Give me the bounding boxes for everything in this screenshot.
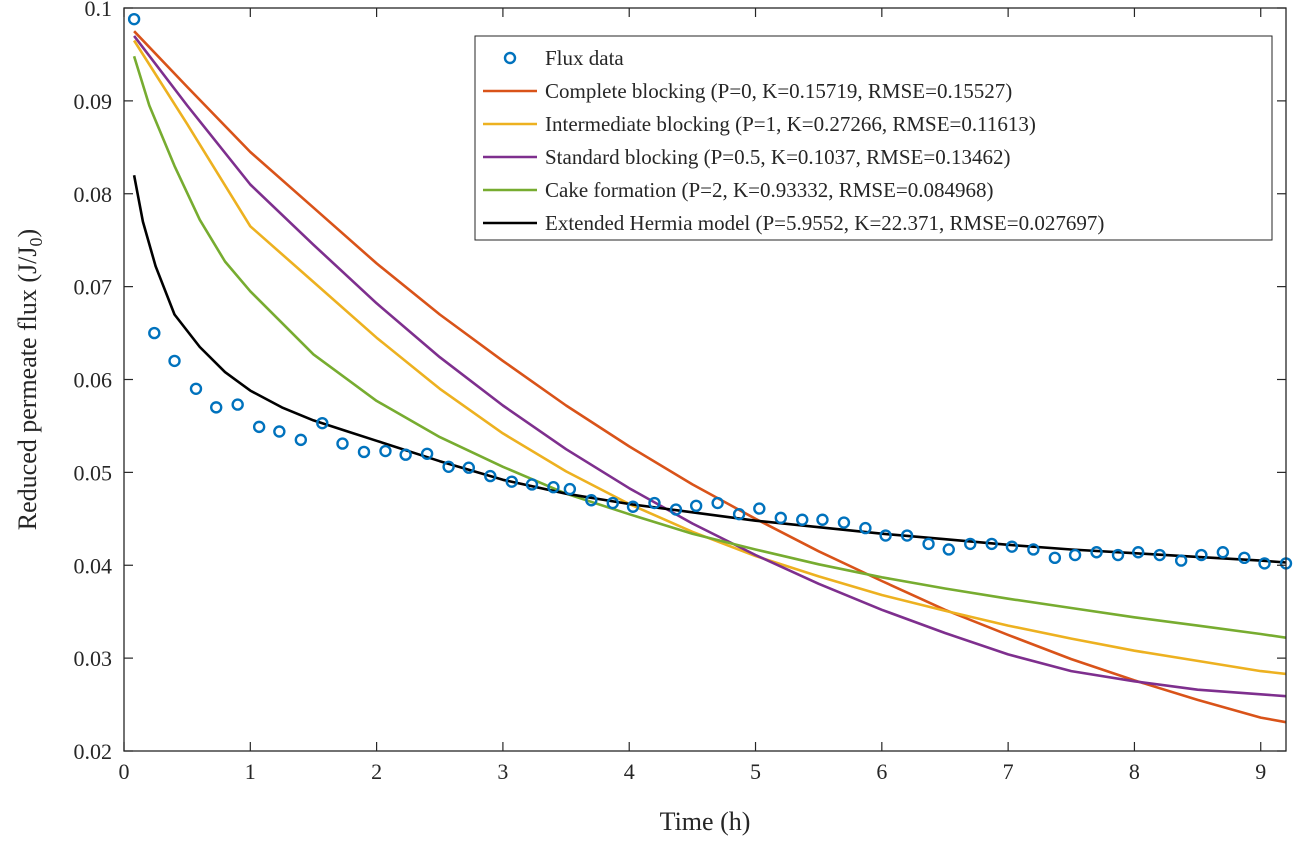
flux-data-point: [879, 529, 892, 542]
flux-data-point: [189, 382, 203, 395]
flux-data-point: [252, 420, 266, 434]
flux-data-point: [1090, 546, 1103, 559]
y-tick-label: 0.06: [74, 368, 113, 393]
flux-data-point: [1132, 546, 1145, 559]
x-tick-label: 6: [876, 759, 887, 784]
flux-data-point: [148, 326, 161, 340]
flux-data-point: [273, 425, 286, 438]
flux-data-point: [1048, 551, 1062, 565]
flux-data-point: [210, 401, 223, 414]
series-line-3: [133, 35, 1287, 698]
y-tick-label: 0.07: [74, 275, 113, 300]
series-line-2: [133, 39, 1287, 676]
legend-label: Extended Hermia model (P=5.9552, K=22.37…: [545, 211, 1104, 235]
y-axis-title-main: Reduced permeate flux (J/J: [13, 246, 42, 530]
flux-data-point: [985, 537, 998, 551]
flux-data-point: [399, 448, 412, 461]
y-axis: 0.02 0.03 0.04 0.05 0.06 0.07 0.08 0.09 0.1: [74, 0, 1286, 764]
flux-data-point: [1216, 546, 1230, 559]
legend: Flux data Complete blocking (P=0, K=0.157…: [474, 35, 1273, 241]
legend-label: Intermediate blocking (P=1, K=0.27266, R…: [545, 112, 1036, 136]
flux-data-point: [563, 482, 577, 496]
x-tick-label: 9: [1255, 759, 1266, 784]
flux-data-point: [1111, 548, 1125, 562]
flux-data-point: [1005, 540, 1019, 553]
x-tick-label: 3: [497, 759, 508, 784]
flux-data-point: [316, 416, 329, 430]
flux-data-point: [774, 511, 787, 525]
flux-data-point: [1195, 548, 1208, 562]
flux-data-point: [336, 437, 349, 450]
flux-data-point: [711, 496, 724, 510]
y-axis-title-subscript: 0: [26, 237, 46, 246]
x-axis-title: Time (h): [660, 807, 751, 836]
flux-data-point: [442, 460, 455, 474]
flux-data-point: [1153, 548, 1166, 562]
y-tick-label: 0.1: [85, 0, 113, 21]
y-axis-title: Reduced permeate flux (J/J0): [13, 229, 46, 530]
x-tick-label: 4: [624, 759, 635, 784]
flux-data-point: [379, 444, 392, 458]
x-tick-label: 8: [1129, 759, 1140, 784]
flux-data-point: [606, 496, 619, 510]
flux-data-point: [127, 12, 141, 26]
flux-data-point: [837, 516, 851, 529]
flux-data-point: [816, 513, 829, 526]
flux-data-point: [859, 521, 872, 535]
flux-data-point: [294, 433, 308, 447]
flux-data-point: [689, 499, 703, 513]
flux-data-point: [648, 496, 661, 510]
flux-data-point: [585, 494, 598, 507]
flux-data-point: [231, 398, 244, 411]
y-tick-label: 0.05: [74, 460, 113, 485]
flux-data-point: [420, 447, 434, 460]
x-tick-label: 0: [119, 759, 130, 784]
y-tick-label: 0.03: [74, 646, 113, 671]
flux-data-point: [1027, 543, 1040, 556]
flux-data-point: [626, 500, 640, 513]
y-tick-label: 0.08: [74, 182, 113, 207]
legend-label: Complete blocking (P=0, K=0.15719, RMSE=…: [545, 79, 1012, 103]
flux-data-point: [942, 543, 955, 556]
y-tick-label: 0.02: [74, 739, 113, 764]
flux-data-point: [669, 503, 683, 516]
flux-data-point: [357, 445, 371, 459]
flux-data-point: [168, 354, 181, 368]
series-line-5: [132, 174, 1287, 564]
x-tick-label: 7: [1003, 759, 1014, 784]
flux-data-point: [1174, 554, 1188, 567]
flux-data-point: [796, 513, 809, 526]
legend-label: Flux data: [545, 46, 624, 70]
flux-data-point: [484, 469, 497, 483]
flux-data-point: [753, 502, 766, 515]
y-tick-label: 0.04: [74, 553, 113, 578]
flux-data-point: [1068, 548, 1082, 562]
flux-data-point: [1258, 557, 1271, 570]
flux-data-point: [525, 478, 539, 491]
legend-box: [474, 35, 1273, 241]
flux-data-point: [505, 475, 518, 488]
flux-data-point: [922, 537, 935, 551]
y-axis-title-suffix: ): [13, 229, 42, 238]
flux-data-point: [462, 461, 476, 474]
series-line-1: [133, 30, 1287, 724]
legend-swatch-marker: [503, 51, 517, 65]
flux-data-point: [547, 481, 560, 494]
legend-label: Cake formation (P=2, K=0.93332, RMSE=0.0…: [545, 178, 994, 202]
flux-data-point: [732, 507, 746, 521]
flux-data-point: [900, 529, 914, 542]
y-tick-label: 0.09: [74, 89, 113, 114]
series-line-4: [132, 55, 1287, 639]
plot-marks: [127, 12, 1293, 724]
x-axis: 0 1 2 3 4 5 6 7 8 9: [119, 8, 1266, 784]
flux-data-point: [964, 537, 977, 551]
x-tick-label: 1: [245, 759, 256, 784]
x-tick-label: 5: [750, 759, 761, 784]
flux-data-point: [1238, 551, 1251, 565]
legend-label: Standard blocking (P=0.5, K=0.1037, RMSE…: [545, 145, 1010, 169]
x-tick-label: 2: [371, 759, 382, 784]
